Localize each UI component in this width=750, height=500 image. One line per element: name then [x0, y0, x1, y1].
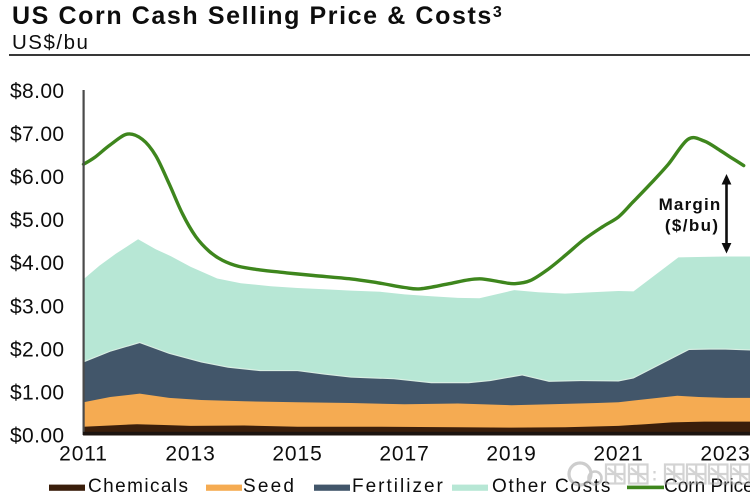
svg-text:2023: 2023	[700, 443, 750, 466]
svg-text:Other Costs: Other Costs	[492, 476, 612, 497]
svg-text:$1.00: $1.00	[10, 382, 65, 405]
svg-text:Fertilizer: Fertilizer	[352, 476, 445, 497]
svg-text:$3.00: $3.00	[10, 295, 65, 318]
svg-text:($/bu): ($/bu)	[665, 216, 720, 235]
svg-text:2015: 2015	[272, 443, 322, 466]
svg-text:2019: 2019	[486, 443, 536, 466]
svg-text:$5.00: $5.00	[10, 209, 65, 232]
svg-text:$0.00: $0.00	[10, 425, 65, 448]
svg-text:2021: 2021	[593, 443, 643, 466]
svg-text:Margin: Margin	[659, 195, 722, 214]
svg-text:2011: 2011	[59, 443, 108, 466]
svg-text:$6.00: $6.00	[10, 166, 65, 189]
svg-text:Corn Price: Corn Price	[664, 476, 750, 497]
svg-text:2013: 2013	[165, 443, 215, 466]
svg-text:$7.00: $7.00	[10, 123, 65, 146]
svg-text:Chemicals: Chemicals	[88, 476, 189, 497]
svg-text:2017: 2017	[379, 443, 429, 466]
svg-text:$8.00: $8.00	[10, 80, 65, 103]
svg-text:Seed: Seed	[243, 476, 296, 497]
svg-text:$2.00: $2.00	[10, 338, 65, 361]
svg-text:$4.00: $4.00	[10, 252, 65, 275]
